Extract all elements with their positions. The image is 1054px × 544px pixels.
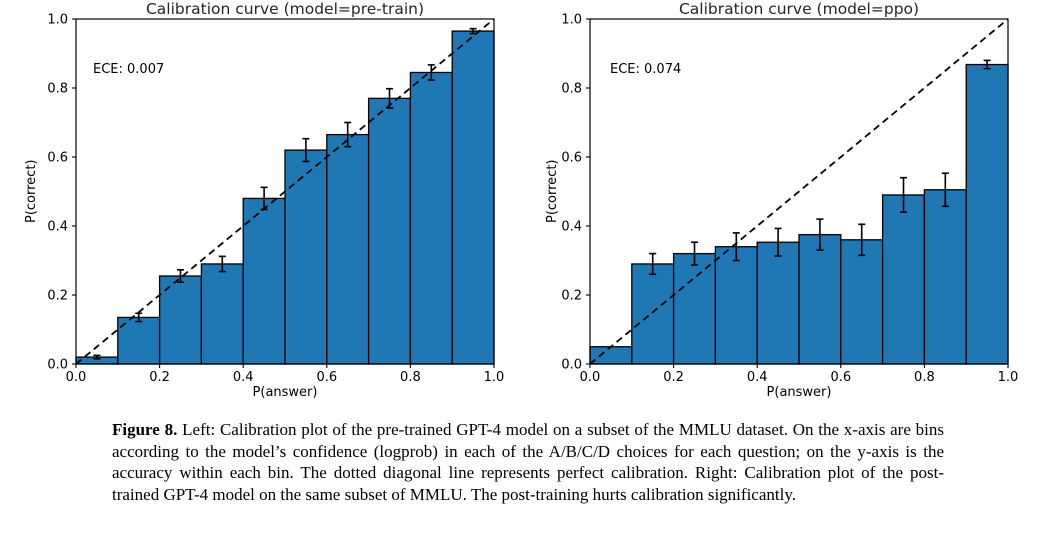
calibration-bar <box>965 63 1009 365</box>
y-axis-label-ppo: P(correct) <box>545 159 560 224</box>
caption-text: Left: Calibration plot of the pre-traine… <box>112 420 944 504</box>
y-tick-label: 0.8 <box>47 82 68 97</box>
calibration-bar <box>672 252 717 365</box>
plot-frame <box>589 18 1009 365</box>
y-tick-label: 1.0 <box>47 13 68 28</box>
y-tick-label: 0.4 <box>561 220 582 235</box>
x-tick-label: 0.6 <box>830 370 851 385</box>
perfect-calibration-line <box>75 18 495 365</box>
calibration-bar <box>881 194 926 365</box>
y-tick-label: 0.4 <box>47 220 68 235</box>
calibration-bar <box>631 263 675 365</box>
calibration-bar <box>451 30 495 365</box>
calibration-bar <box>200 263 244 365</box>
calibration-chart-pretrain: 0.0 0.2 0.4 0.6 0.8 1.0 0.0 0.2 0.4 0.6 0.8 1.0 Cal… <box>0 0 527 415</box>
y-tick-label: 0.2 <box>47 289 68 304</box>
ece-annotation-ppo: ECE: 0.074 <box>610 62 682 77</box>
calibration-bar <box>589 346 633 365</box>
chart-title-ppo: Calibration curve (model=ppo) <box>678 0 920 18</box>
y-tick-label: 0.0 <box>47 358 68 373</box>
x-axis-label-ppo: P(answer) <box>766 385 832 400</box>
x-tick-label: 0.8 <box>400 370 421 385</box>
calibration-bar <box>242 197 286 365</box>
x-tick-label: 0.8 <box>914 370 935 385</box>
perfect-calibration-line <box>589 18 1009 365</box>
plot-frame <box>75 18 495 365</box>
calibration-bar <box>756 241 800 365</box>
y-axis-label-pretrain: P(correct) <box>24 159 39 224</box>
chart-plot-pretrain: 0.0 0.2 0.4 0.6 0.8 1.0 0.0 0.2 0.4 0.6 0.8 1.0 <box>47 13 505 386</box>
calibration-bar <box>714 246 758 365</box>
x-tick-label: 1.0 <box>998 370 1019 385</box>
figure-caption: Figure 8. Left: Calibration plot of the … <box>112 419 944 505</box>
y-tick-label: 0.6 <box>561 151 582 166</box>
x-tick-label: 0.4 <box>747 370 768 385</box>
x-tick-label: 1.0 <box>484 370 505 385</box>
x-tick-label: 0.6 <box>316 370 337 385</box>
x-tick-label: 0.0 <box>580 370 601 385</box>
x-tick-label: 0.4 <box>233 370 254 385</box>
y-tick-label: 0.8 <box>561 82 582 97</box>
caption-label: Figure 8. <box>112 420 178 439</box>
calibration-bar <box>284 149 328 365</box>
x-tick-label: 0.2 <box>663 370 684 385</box>
y-tick-label: 0.2 <box>561 289 582 304</box>
y-tick-label: 1.0 <box>561 13 582 28</box>
x-axis-label-pretrain: P(answer) <box>252 385 318 400</box>
y-tick-label: 0.0 <box>561 358 582 373</box>
x-tick-label: 0.0 <box>66 370 87 385</box>
calibration-chart-ppo: 0.0 0.2 0.4 0.6 0.8 1.0 0.0 0.2 0.4 0.6 0.8 1.0 Cal… <box>527 0 1054 415</box>
chart-plot-ppo: 0.0 0.2 0.4 0.6 0.8 1.0 0.0 0.2 0.4 0.6 0.8 1.0 <box>561 13 1019 386</box>
chart-title-pretrain: Calibration curve (model=pre-train) <box>145 0 425 18</box>
calibration-bar <box>367 97 412 365</box>
y-tick-label: 0.6 <box>47 151 68 166</box>
calibration-bar <box>923 189 967 365</box>
calibration-bar <box>798 233 842 365</box>
calibration-bar <box>326 133 370 365</box>
calibration-bar <box>409 71 453 365</box>
ece-annotation-pretrain: ECE: 0.007 <box>93 62 165 77</box>
x-tick-label: 0.2 <box>149 370 170 385</box>
calibration-bar <box>840 239 884 365</box>
